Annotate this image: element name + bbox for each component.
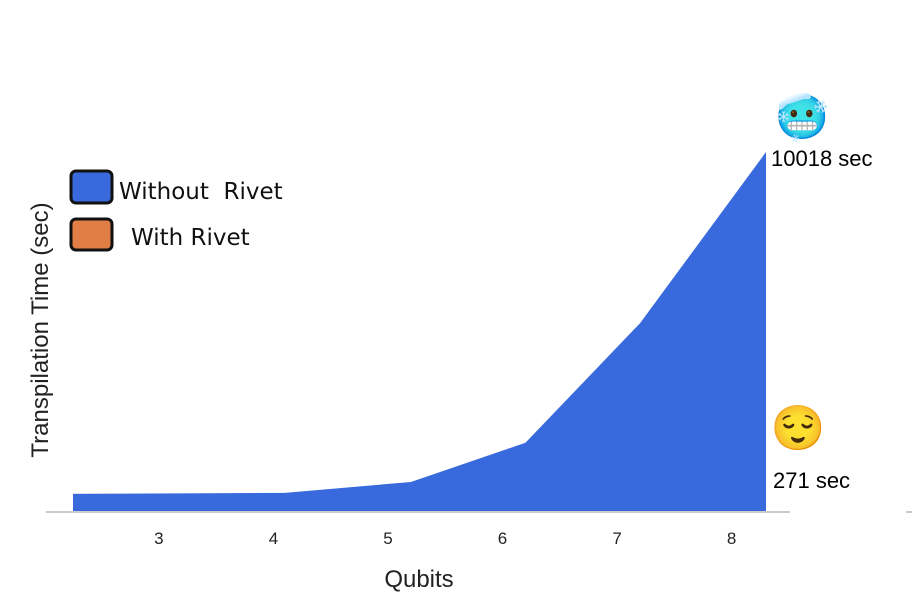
legend-swatch-with-rivet [69, 217, 114, 252]
x-tick-label: 3 [154, 529, 163, 548]
x-tick-label: 7 [612, 529, 621, 548]
legend-swatch-without-rivet [69, 169, 114, 205]
freezing-face-icon: 🥶 [775, 90, 830, 143]
x-tick-label: 8 [727, 529, 736, 548]
annotation-with-rivet: 😌 271 sec [771, 404, 850, 493]
annotation-without-rivet: 🥶 10018 sec [771, 90, 873, 171]
x-tick-label: 6 [498, 529, 507, 548]
area-series-0 [73, 152, 766, 512]
legend-label-with-rivet: With Rivet [131, 225, 250, 251]
legend: Without Rivet With Rivet [69, 169, 283, 252]
x-tick-label: 5 [383, 529, 392, 548]
x-axis-label: Qubits [384, 566, 453, 593]
annotation-label-with-rivet: 271 sec [773, 468, 850, 493]
relieved-face-icon: 😌 [771, 404, 826, 453]
x-tick-label: 4 [269, 529, 278, 548]
y-axis-label: Transpilation Time (sec) [27, 202, 54, 457]
x-tick-labels: 3 4 5 6 7 8 [154, 529, 736, 548]
legend-label-without-rivet: Without Rivet [119, 179, 283, 205]
chart-areas [73, 152, 766, 512]
annotation-label-without-rivet: 10018 sec [771, 146, 873, 171]
